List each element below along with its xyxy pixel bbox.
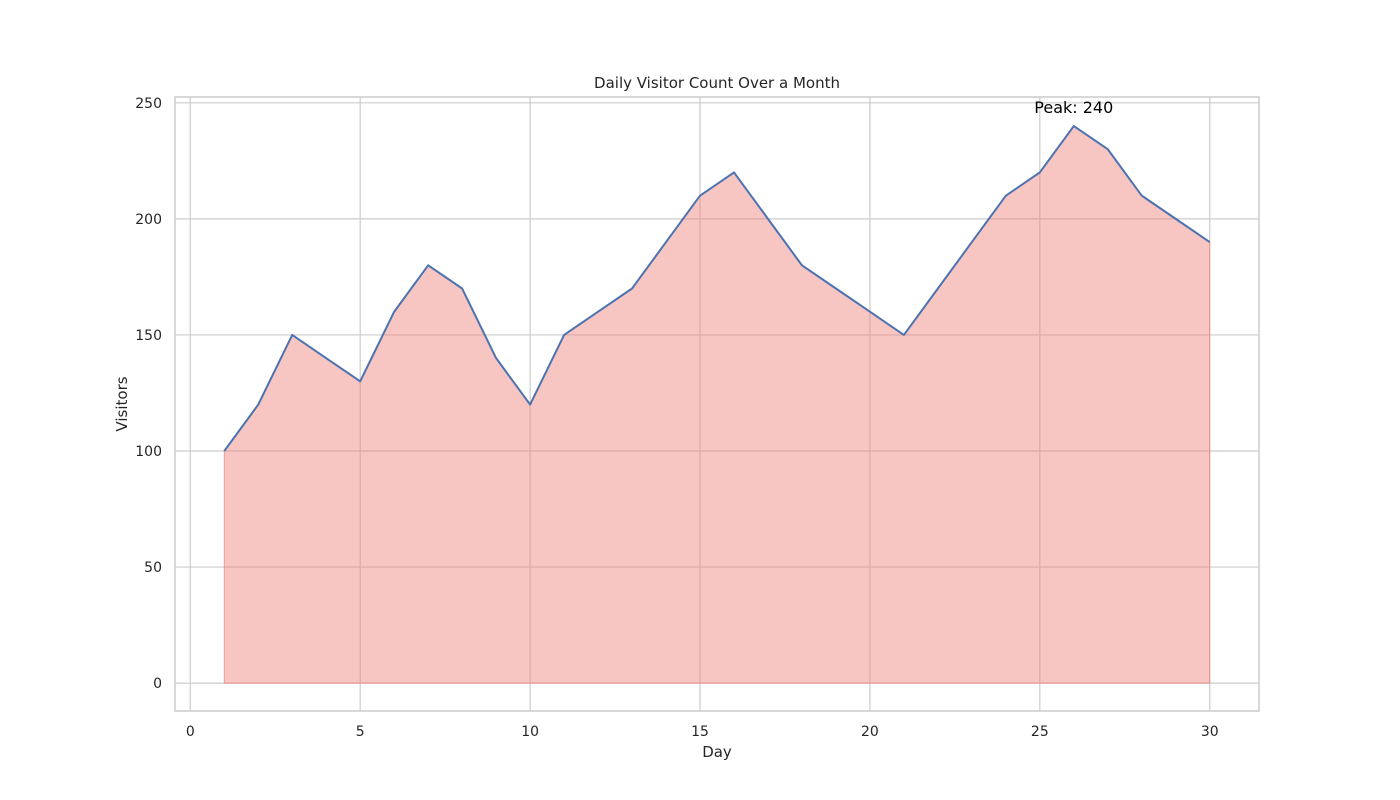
data-point: [766, 217, 770, 221]
x-tick-label: 0: [186, 724, 195, 740]
data-point: [596, 310, 600, 314]
x-tick-labels: 0 5 10 15 20 25 30: [186, 724, 1219, 740]
data-point: [970, 240, 974, 244]
data-point: [426, 263, 430, 267]
y-tick-label: 150: [135, 328, 162, 344]
data-point: [392, 310, 396, 314]
data-point: [698, 194, 702, 198]
series-line: [223, 125, 1211, 452]
x-tick-label: 30: [1201, 724, 1219, 740]
y-tick-label: 100: [135, 444, 162, 460]
data-point: [800, 263, 804, 267]
plot-border: [174, 96, 1260, 712]
data-point: [630, 287, 634, 291]
line-layer: [222, 124, 1212, 453]
data-point: [528, 403, 532, 407]
chart-title: Daily Visitor Count Over a Month: [594, 74, 840, 92]
data-point: [902, 333, 906, 337]
y-axis-label: Visitors: [113, 376, 131, 431]
x-tick-label: 15: [691, 724, 709, 740]
y-tick-label: 0: [153, 676, 162, 692]
data-point: [222, 449, 226, 453]
data-point: [834, 287, 838, 291]
data-point: [562, 333, 566, 337]
data-point: [1208, 240, 1212, 244]
data-point: [1106, 147, 1110, 151]
y-tick-labels: 0 50 100 150 200 250: [135, 96, 162, 692]
data-point: [358, 379, 362, 383]
y-tick-label: 200: [135, 212, 162, 228]
peak-annotation: Peak: 240: [1034, 98, 1113, 117]
x-tick-label: 25: [1031, 724, 1049, 740]
data-point: [732, 170, 736, 174]
x-axis-label: Day: [702, 743, 732, 761]
data-point: [868, 310, 872, 314]
data-point: [1038, 170, 1042, 174]
x-tick-label: 5: [356, 724, 365, 740]
plot-frame: [174, 96, 1260, 712]
y-tick-label: 250: [135, 96, 162, 112]
x-tick-label: 10: [521, 724, 539, 740]
data-point: [664, 240, 668, 244]
y-tick-label: 50: [144, 560, 162, 576]
data-point: [324, 356, 328, 360]
data-point: [1140, 194, 1144, 198]
x-tick-label: 20: [861, 724, 879, 740]
data-point: [1004, 194, 1008, 198]
data-point: [290, 333, 294, 337]
data-point: [460, 287, 464, 291]
data-point: [936, 287, 940, 291]
grid-layer: [175, 97, 1259, 711]
data-point: [1072, 124, 1076, 128]
data-point: [494, 356, 498, 360]
area-layer: [223, 125, 1211, 684]
area-fill: [223, 125, 1211, 684]
data-point: [1174, 217, 1178, 221]
data-point: [256, 403, 260, 407]
